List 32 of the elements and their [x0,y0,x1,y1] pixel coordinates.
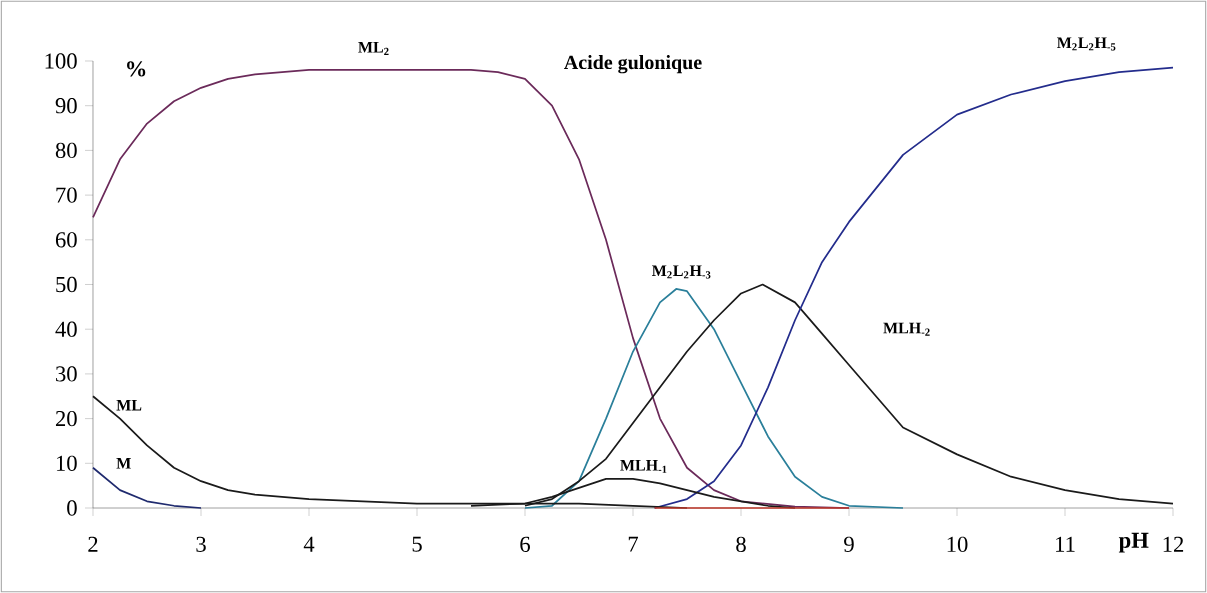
y-tick-label: 40 [55,321,77,337]
y-tick-label: 10 [56,455,77,471]
y-tick-label: 80 [55,142,77,159]
series-label: MLH$_{-1}$ [620,460,667,473]
y-tick-label: 60 [55,232,77,248]
y-tick-label: 0 [67,500,77,516]
x-tick-label: 9 [844,536,854,552]
y-tick-label: 30 [56,366,77,382]
x-tick-label: 5 [412,536,422,552]
chart-title: Acide gulonique [564,55,702,74]
x-axis-title: pH [1118,532,1149,553]
series-label: M [116,458,131,469]
series-label: M$_{2}$L$_{2}$H$_{-3}$ [651,265,711,279]
x-tick-label: 8 [736,536,746,553]
series-label: ML$_{2}$ [358,42,389,55]
series-label: ML [116,399,142,411]
y-tick-label: 20 [55,410,77,427]
y-tick-label: 50 [56,276,77,293]
x-tick-label: 12 [1163,536,1184,552]
series-label: M$_{2}$L$_{2}$H$_{-5}$ [1057,37,1116,51]
y-axis-title: % [127,61,146,77]
y-tick-label: 90 [55,98,77,114]
text: MLH$_{-2}$ [883,322,930,336]
x-tick-label: 4 [303,536,315,552]
x-tick-label: 2 [88,536,98,552]
x-tick-label: 10 [947,536,968,553]
x-tick-label: 6 [520,536,530,552]
y-tick-label: 100 [45,53,77,69]
x-tick-label: 7 [628,536,639,552]
x-tick-label: 3 [196,536,206,552]
x-tick-label: 11 [1056,536,1075,552]
y-tick-label: 70 [56,187,77,203]
